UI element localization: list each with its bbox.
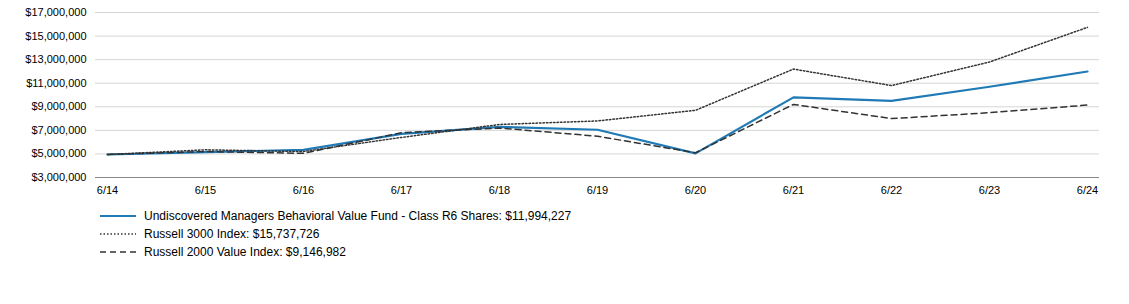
svg-text:6/24: 6/24 — [1077, 184, 1098, 196]
svg-text:$15,000,000: $15,000,000 — [25, 30, 86, 42]
svg-text:$11,000,000: $11,000,000 — [26, 77, 86, 89]
svg-text:6/17: 6/17 — [391, 184, 412, 196]
html-text:Undiscovered Managers Behavior: Undiscovered Managers Behavioral Value F… — [144, 209, 572, 223]
svg-text:$7,000,000: $7,000,000 — [31, 124, 86, 136]
svg-text:$13,000,000: $13,000,000 — [25, 53, 86, 65]
svg-text:6/22: 6/22 — [881, 184, 902, 196]
svg-text:$3,000,000: $3,000,000 — [31, 171, 86, 183]
svg-text:6/19: 6/19 — [587, 184, 608, 196]
html-text:Russell 3000 Index: $15,737,72: Russell 3000 Index: $15,737,726 — [144, 227, 320, 241]
svg-text:6/14: 6/14 — [97, 184, 118, 196]
svg-text:6/18: 6/18 — [489, 184, 510, 196]
svg-text:6/20: 6/20 — [685, 184, 706, 196]
svg-text:6/15: 6/15 — [195, 184, 216, 196]
svg-text:6/16: 6/16 — [293, 184, 314, 196]
html-text:Russell 2000 Value Index: $9,1: Russell 2000 Value Index: $9,146,982 — [144, 245, 346, 259]
svg-text:$5,000,000: $5,000,000 — [31, 147, 86, 159]
svg-text:$17,000,000: $17,000,000 — [25, 6, 86, 18]
svg-text:6/21: 6/21 — [783, 184, 804, 196]
svg-text:$9,000,000: $9,000,000 — [31, 100, 86, 112]
svg-text:6/23: 6/23 — [979, 184, 1000, 196]
